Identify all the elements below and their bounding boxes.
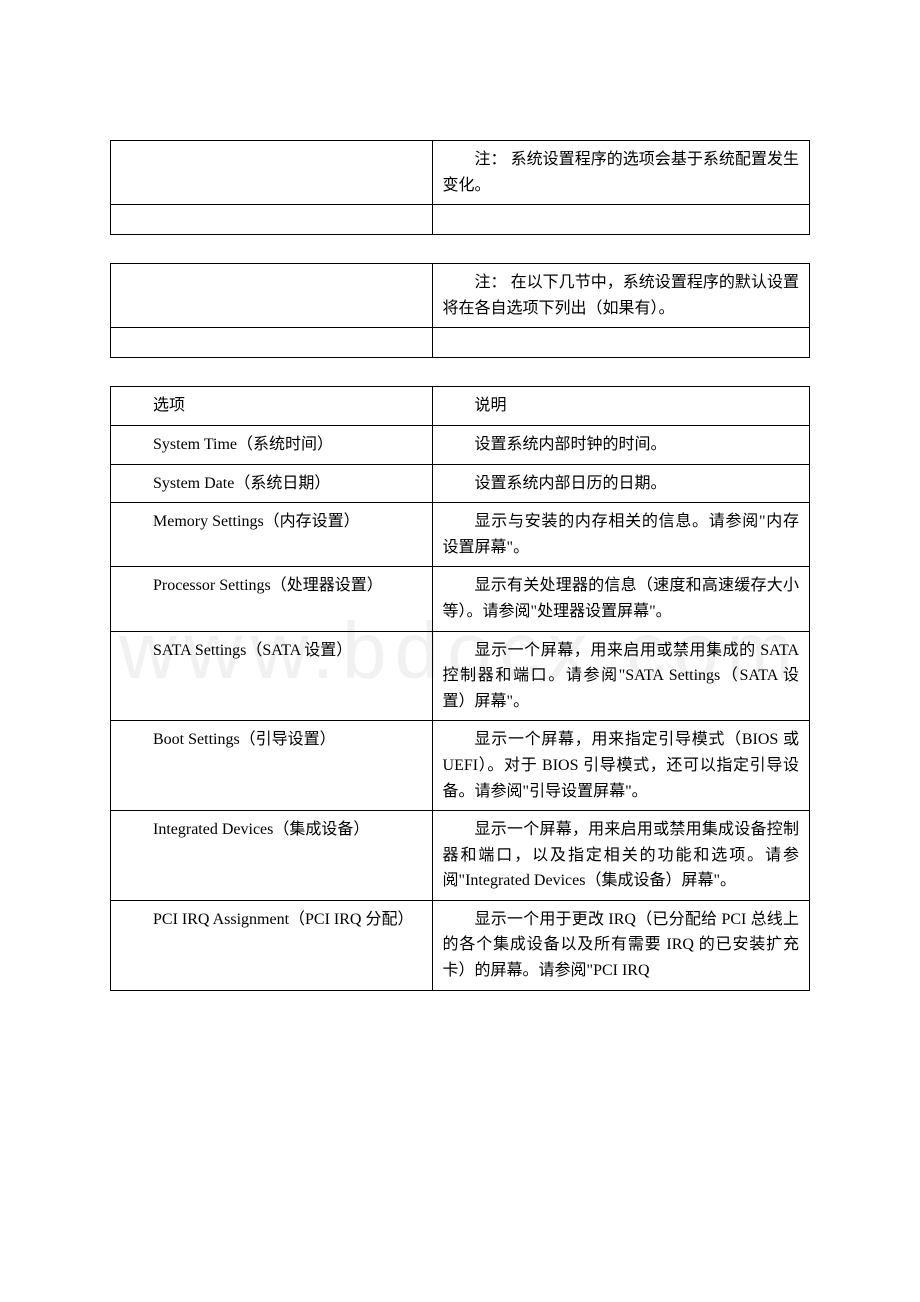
option-cell: Memory Settings（内存设置） bbox=[111, 503, 433, 567]
description-cell: 显示一个屏幕，用来启用或禁用集成的 SATA 控制器和端口。请参阅"SATA S… bbox=[432, 631, 809, 721]
empty-cell bbox=[432, 328, 809, 358]
option-cell: System Date（系统日期） bbox=[111, 464, 433, 503]
empty-cell bbox=[432, 205, 809, 235]
table-row: System Date（系统日期） 设置系统内部日历的日期。 bbox=[111, 464, 810, 503]
note-table-1: 注： 系统设置程序的选项会基于系统配置发生变化。 bbox=[110, 140, 810, 235]
option-cell: Integrated Devices（集成设备） bbox=[111, 811, 433, 901]
table-row: PCI IRQ Assignment（PCI IRQ 分配） 显示一个用于更改 … bbox=[111, 900, 810, 990]
main-options-table: 选项 说明 System Time（系统时间） 设置系统内部时钟的时间。 Sys… bbox=[110, 386, 810, 990]
table-row: SATA Settings（SATA 设置） 显示一个屏幕，用来启用或禁用集成的… bbox=[111, 631, 810, 721]
option-cell: Boot Settings（引导设置） bbox=[111, 721, 433, 811]
note-left-cell bbox=[111, 264, 433, 328]
description-cell: 设置系统内部日历的日期。 bbox=[432, 464, 809, 503]
table-row: Integrated Devices（集成设备） 显示一个屏幕，用来启用或禁用集… bbox=[111, 811, 810, 901]
description-cell: 显示有关处理器的信息（速度和高速缓存大小等）。请参阅"处理器设置屏幕"。 bbox=[432, 567, 809, 631]
option-cell: Processor Settings（处理器设置） bbox=[111, 567, 433, 631]
empty-cell bbox=[111, 205, 433, 235]
option-cell: SATA Settings（SATA 设置） bbox=[111, 631, 433, 721]
column-header-description: 说明 bbox=[432, 387, 809, 426]
description-cell: 显示一个屏幕，用来指定引导模式（BIOS 或 UEFI）。对于 BIOS 引导模… bbox=[432, 721, 809, 811]
description-cell: 显示一个用于更改 IRQ（已分配给 PCI 总线上的各个集成设备以及所有需要 I… bbox=[432, 900, 809, 990]
note-left-cell bbox=[111, 141, 433, 205]
note-right-cell: 注： 在以下几节中，系统设置程序的默认设置将在各自选项下列出（如果有）。 bbox=[432, 264, 809, 328]
table-row: Memory Settings（内存设置） 显示与安装的内存相关的信息。请参阅"… bbox=[111, 503, 810, 567]
option-cell: PCI IRQ Assignment（PCI IRQ 分配） bbox=[111, 900, 433, 990]
note-right-cell: 注： 系统设置程序的选项会基于系统配置发生变化。 bbox=[432, 141, 809, 205]
description-cell: 显示与安装的内存相关的信息。请参阅"内存设置屏幕"。 bbox=[432, 503, 809, 567]
table-row: Processor Settings（处理器设置） 显示有关处理器的信息（速度和… bbox=[111, 567, 810, 631]
table-row-empty bbox=[111, 205, 810, 235]
table-row: Boot Settings（引导设置） 显示一个屏幕，用来指定引导模式（BIOS… bbox=[111, 721, 810, 811]
table-header-row: 选项 说明 bbox=[111, 387, 810, 426]
empty-cell bbox=[111, 328, 433, 358]
table-row: 注： 在以下几节中，系统设置程序的默认设置将在各自选项下列出（如果有）。 bbox=[111, 264, 810, 328]
table-row-empty bbox=[111, 328, 810, 358]
option-cell: System Time（系统时间） bbox=[111, 425, 433, 464]
table-row: System Time（系统时间） 设置系统内部时钟的时间。 bbox=[111, 425, 810, 464]
table-row: 注： 系统设置程序的选项会基于系统配置发生变化。 bbox=[111, 141, 810, 205]
column-header-option: 选项 bbox=[111, 387, 433, 426]
description-cell: 设置系统内部时钟的时间。 bbox=[432, 425, 809, 464]
description-cell: 显示一个屏幕，用来启用或禁用集成设备控制器和端口，以及指定相关的功能和选项。请参… bbox=[432, 811, 809, 901]
note-table-2: 注： 在以下几节中，系统设置程序的默认设置将在各自选项下列出（如果有）。 bbox=[110, 263, 810, 358]
